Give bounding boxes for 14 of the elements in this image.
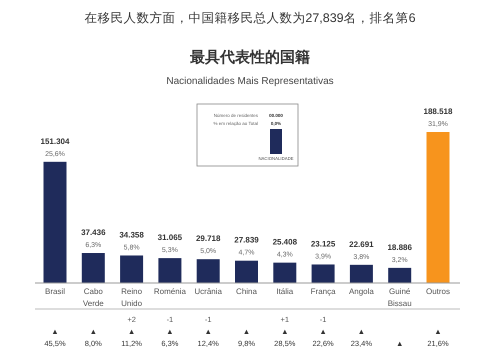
text: 在移民人数方面，中国籍移民总人数为27,839名，排名第6 [84,10,416,25]
x-tick-label: Ucrânia [194,287,223,296]
x-tick-label: Cabo Verde [82,287,104,308]
x-tick-label: Outros [426,287,450,296]
x-tick-label: Guiné Bissau [388,287,412,308]
x-tick-label: Angola [348,287,374,296]
x-tick-label: China [236,287,258,296]
x-tick-label: Reino Unido [121,287,143,308]
x-tick-label: França [310,287,336,296]
x-tick-label: Roménia [154,287,186,296]
chart-subtitle: Nacionalidades Mais Representativas [166,76,334,87]
x-tick-label: Brasil [44,287,66,296]
chart-title: 最具代表性的国籍 [189,49,310,66]
x-tick-label: Itália [276,287,294,296]
